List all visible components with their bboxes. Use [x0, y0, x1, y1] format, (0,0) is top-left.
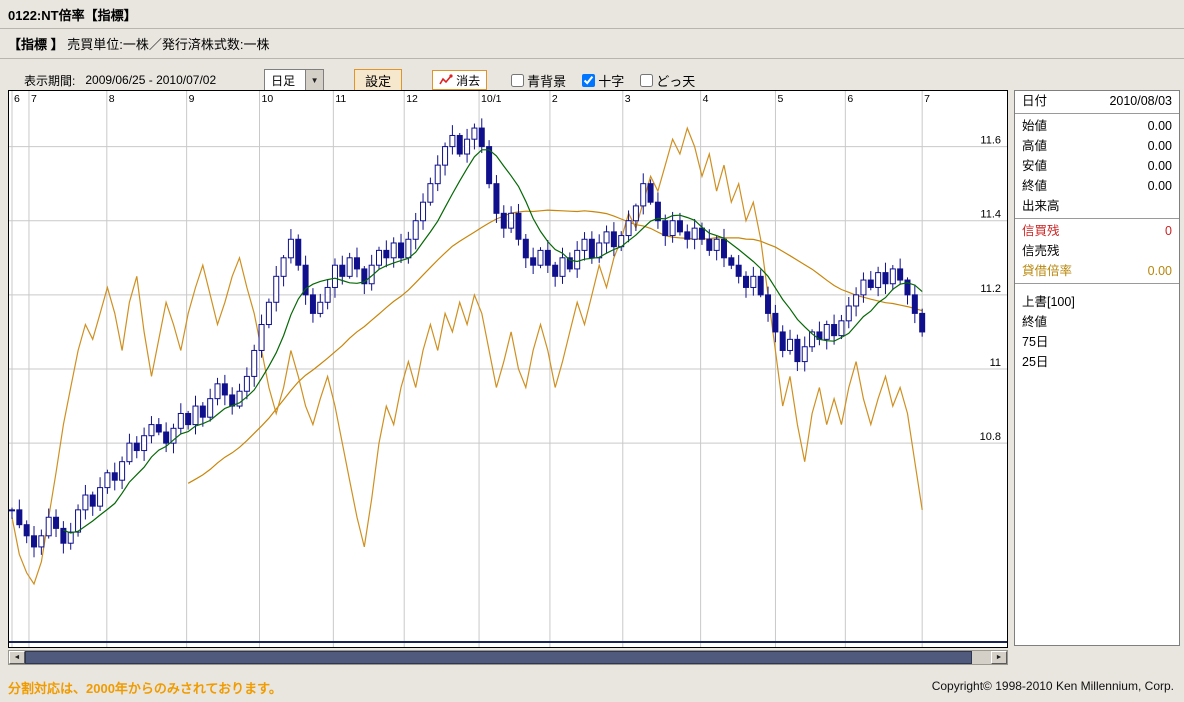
panel-divider [1015, 283, 1179, 284]
checkbox-crosshair[interactable]: 十字 [582, 71, 624, 90]
period-value: 2009/06/25 - 2010/07/02 [85, 73, 217, 87]
svg-text:6: 6 [847, 93, 853, 105]
period-label: 表示期間: [24, 73, 76, 88]
low-value: 0.00 [1147, 159, 1172, 173]
margin-buy-value: 0 [1165, 224, 1172, 238]
svg-text:2: 2 [552, 93, 558, 105]
credit-ratio-label: 貸借倍率 [1022, 264, 1073, 278]
date-row: 日付 2010/08/03 [1015, 91, 1179, 111]
svg-text:10: 10 [261, 93, 273, 105]
scrollbar-track[interactable] [25, 651, 991, 664]
close-row: 終値 0.00 [1015, 176, 1179, 196]
timeframe-selected-value: 日足 [271, 74, 296, 88]
margin-buy-label: 信買残 [1022, 224, 1060, 238]
scroll-left-arrow-icon[interactable]: ◄ [9, 651, 25, 664]
legend-75d: 75日 [1015, 332, 1179, 352]
high-row: 高値 0.00 [1015, 136, 1179, 156]
svg-text:8: 8 [109, 93, 115, 105]
open-value: 0.00 [1147, 119, 1172, 133]
svg-text:11.4: 11.4 [980, 209, 1001, 221]
checkbox-crosshair-label: 十字 [598, 73, 625, 89]
checkbox-blue-background[interactable]: 青背景 [511, 71, 566, 90]
checkbox-0-input[interactable] [511, 73, 525, 87]
timeframe-select[interactable]: 日足 ▼ [264, 69, 325, 91]
price-chart-plot[interactable]: 6 7 8 9 10 11 12 10/1 2 3 4 5 6 7 11.6 11.4 11.2 11 10.8 [8, 90, 1008, 648]
legend-25d-label: 25日 [1022, 355, 1049, 369]
svg-text:11: 11 [335, 93, 346, 105]
panel-divider [1015, 218, 1179, 219]
scrollbar-thumb[interactable] [25, 651, 972, 664]
margin-sell-row: 信売残 [1015, 241, 1179, 261]
date-value: 2010/08/03 [1109, 94, 1172, 108]
svg-text:4: 4 [703, 93, 709, 105]
copyright: Copyright© 1998-2010 Ken Millennium, Cor… [931, 679, 1174, 693]
svg-text:12: 12 [406, 93, 418, 105]
low-row: 安値 0.00 [1015, 156, 1179, 176]
page-title: 0122:NT倍率【指標】 [0, 0, 1184, 29]
legend-block: 上書[100] 終値 75日 25日 [1015, 292, 1179, 372]
settings-button[interactable]: 設定 [354, 69, 403, 91]
checkbox-dotten-label: どっ天 [656, 73, 696, 89]
svg-text:6: 6 [14, 93, 20, 105]
svg-text:11.6: 11.6 [980, 135, 1001, 147]
split-adjustment-note: 分割対応は、2000年からのみされております。 [8, 681, 282, 696]
quote-info-panel: 日付 2010/08/03 始値 0.00 高値 0.00 安値 0.00 終値… [1014, 90, 1180, 646]
svg-text:11.2: 11.2 [980, 283, 1001, 295]
open-row: 始値 0.00 [1015, 116, 1179, 136]
close-label: 終値 [1022, 179, 1048, 193]
date-label: 日付 [1022, 94, 1048, 108]
legend-overlay-label: 上書[100] [1022, 295, 1075, 309]
checkbox-2-input[interactable] [640, 73, 654, 87]
margin-sell-label: 信売残 [1022, 244, 1060, 258]
chart-toolbar: 表示期間: 2009/06/25 - 2010/07/02 日足 ▼ 設定 消去… [0, 59, 1184, 101]
high-label: 高値 [1022, 139, 1048, 153]
open-label: 始値 [1022, 119, 1048, 133]
volume-label: 出来高 [1022, 199, 1060, 213]
legend-25d: 25日 [1015, 352, 1179, 372]
chart-horizontal-scrollbar[interactable]: ◄ ► [8, 650, 1008, 665]
svg-text:5: 5 [777, 93, 783, 105]
svg-text:10.8: 10.8 [980, 431, 1001, 443]
svg-text:7: 7 [31, 93, 37, 105]
scroll-right-arrow-icon[interactable]: ► [991, 651, 1007, 664]
svg-text:3: 3 [625, 93, 631, 105]
svg-text:9: 9 [189, 93, 195, 105]
panel-divider [1015, 113, 1179, 114]
credit-ratio-value: 0.00 [1147, 264, 1172, 278]
checkbox-blue-background-label: 青背景 [527, 73, 567, 89]
checkbox-1-input[interactable] [582, 73, 596, 87]
chevron-down-icon[interactable]: ▼ [305, 70, 324, 90]
legend-overlay: 上書[100] [1015, 292, 1179, 312]
svg-text:11: 11 [990, 357, 1001, 369]
indicator-info-row: 【指標 】 売買単位:一株／発行済株式数:一株 [0, 29, 1184, 59]
low-label: 安値 [1022, 159, 1048, 173]
line-chart-icon [439, 74, 453, 85]
legend-close: 終値 [1015, 312, 1179, 332]
indicator-info-text: 売買単位:一株／発行済株式数:一株 [67, 37, 270, 52]
legend-75d-label: 75日 [1022, 335, 1049, 349]
clear-button-label: 消去 [456, 73, 481, 88]
volume-row: 出来高 [1015, 196, 1179, 216]
indicator-tag: 【指標 】 [8, 37, 64, 52]
checkbox-dotten[interactable]: どっ天 [640, 71, 695, 90]
clear-button[interactable]: 消去 [432, 70, 488, 90]
credit-ratio-row: 貸借倍率 0.00 [1015, 261, 1179, 281]
close-value: 0.00 [1147, 179, 1172, 193]
svg-text:10/1: 10/1 [481, 93, 502, 105]
high-value: 0.00 [1147, 139, 1172, 153]
margin-buy-row: 信買残 0 [1015, 221, 1179, 241]
svg-text:7: 7 [924, 93, 930, 105]
legend-close-label: 終値 [1022, 315, 1048, 329]
